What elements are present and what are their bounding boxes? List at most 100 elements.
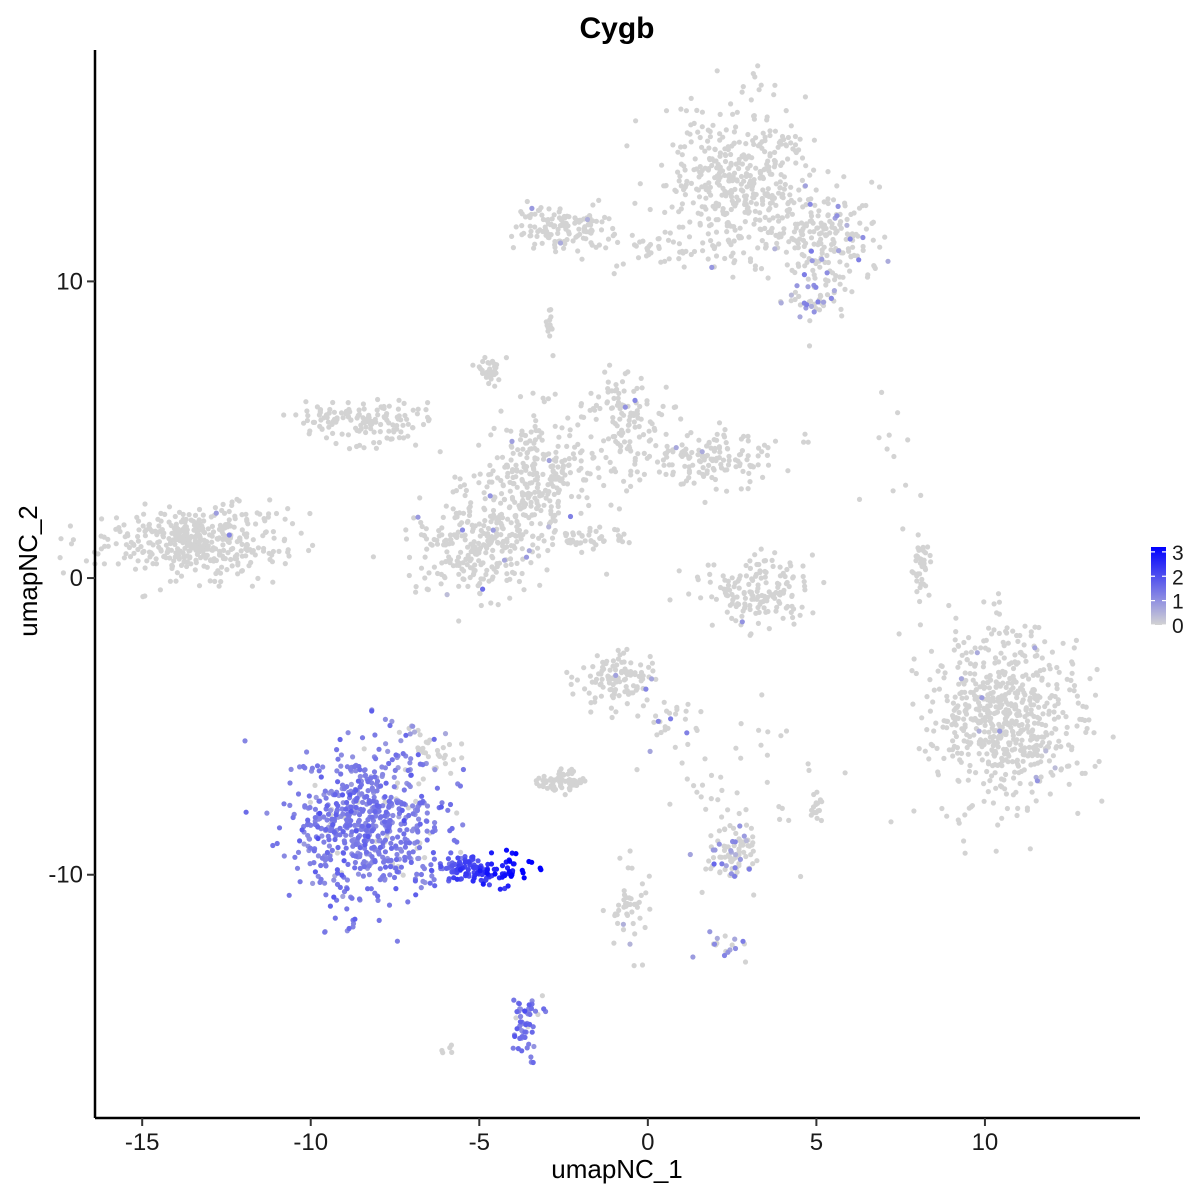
cell-point [366, 872, 372, 878]
cell-point [777, 600, 783, 606]
cell-point [917, 571, 923, 577]
cell-point [342, 840, 348, 846]
cell-point [632, 455, 638, 461]
cell-point [802, 222, 808, 228]
cell-point [330, 399, 336, 406]
cell-point [824, 232, 830, 238]
cell-point [337, 884, 343, 891]
cell-point [221, 547, 227, 554]
cell-point [101, 534, 107, 540]
cell-point [541, 1006, 547, 1012]
cell-point [339, 792, 346, 798]
cell-point [1015, 805, 1021, 812]
cell-point [747, 602, 753, 609]
cell-point [569, 770, 575, 777]
cell-point [747, 632, 753, 638]
cell-point [198, 555, 204, 561]
cell-point [521, 587, 527, 593]
cell-point [755, 462, 761, 468]
cell-point [696, 437, 702, 443]
cell-point [413, 798, 419, 805]
cell-point [391, 784, 397, 790]
cell-point [490, 527, 496, 533]
cell-point [555, 443, 561, 449]
cell-point [319, 426, 325, 432]
cell-point [552, 391, 558, 397]
cell-point [970, 677, 976, 683]
cell-point [773, 202, 779, 208]
cell-point [498, 491, 505, 497]
cell-point [1022, 714, 1028, 720]
cell-point [896, 631, 902, 637]
cell-point [834, 183, 840, 189]
cell-point [621, 478, 627, 484]
cell-point [694, 727, 700, 734]
cell-point [797, 136, 803, 142]
cell-point [1003, 684, 1009, 691]
cell-point [307, 510, 313, 517]
cell-point [705, 231, 711, 237]
cell-point [1005, 701, 1011, 707]
cell-point [1034, 747, 1041, 753]
cell-point [934, 745, 940, 752]
cell-point [987, 703, 993, 709]
cell-point [621, 659, 627, 665]
cell-point [986, 625, 992, 631]
cell-point [378, 404, 384, 410]
cell-point [478, 562, 484, 568]
cell-point [743, 807, 749, 813]
cell-point [341, 858, 347, 864]
cell-point [485, 373, 491, 379]
cell-point [170, 537, 177, 543]
cell-point [683, 248, 689, 254]
cell-point [504, 544, 510, 550]
cell-point [706, 858, 712, 864]
cell-point [717, 131, 723, 137]
cell-point [524, 198, 530, 205]
cell-point [244, 542, 250, 548]
cell-point [509, 531, 515, 538]
cell-point [688, 95, 694, 101]
cell-point [481, 523, 487, 529]
cell-point [370, 554, 376, 560]
cell-point [420, 749, 426, 756]
cell-point [782, 181, 788, 188]
cell-point [237, 537, 243, 544]
cell-point [507, 858, 513, 864]
cell-point [798, 228, 804, 234]
cell-point [365, 788, 371, 794]
cell-point [377, 877, 383, 883]
cell-point [382, 794, 388, 800]
cell-point [770, 215, 776, 221]
cell-point [706, 223, 713, 229]
cell-point [797, 236, 803, 242]
cell-point [704, 470, 710, 476]
cell-point [312, 782, 318, 789]
cell-point [401, 818, 407, 824]
cell-point [514, 1009, 520, 1015]
cell-point [383, 780, 389, 786]
cell-point [503, 562, 509, 569]
cell-point [558, 217, 564, 223]
cell-point [1001, 643, 1007, 649]
cell-point [573, 541, 579, 548]
cell-point [634, 469, 640, 475]
cell-point [486, 360, 493, 366]
cell-point [675, 149, 681, 155]
cell-point [787, 560, 793, 566]
cell-point [638, 678, 644, 684]
cell-point [410, 811, 416, 817]
cell-point [422, 554, 428, 560]
cell-point [750, 861, 756, 867]
cell-point [401, 787, 407, 793]
cell-point [636, 423, 642, 430]
cell-point [386, 818, 392, 824]
cell-point [360, 401, 366, 407]
cell-point [594, 653, 600, 659]
cell-point [401, 831, 407, 837]
cell-point [667, 597, 673, 603]
cell-point [1035, 760, 1041, 766]
cell-point [931, 728, 937, 734]
cell-point [226, 532, 232, 538]
cell-point [944, 698, 950, 704]
